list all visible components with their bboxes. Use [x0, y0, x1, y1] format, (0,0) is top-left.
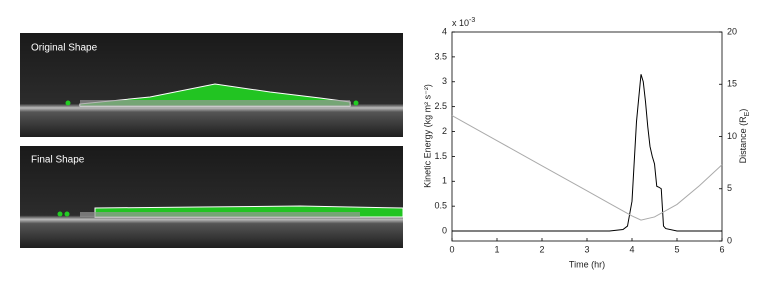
data-line [452, 74, 722, 232]
y-tick-label: 4 [442, 26, 447, 36]
y2-tick-label: 0 [727, 235, 732, 245]
multiplier-base: x 10 [452, 18, 469, 28]
y-tick-label: 3.5 [434, 51, 447, 61]
x-tick-label: 5 [674, 244, 679, 254]
y-axis-label: Kinetic Energy (kg m² s⁻²) [422, 84, 432, 188]
x-tick-label: 1 [494, 244, 499, 254]
y2-label-part: Distance (R [738, 116, 748, 164]
y2-tick-label: 20 [727, 26, 737, 36]
y2-label-part: ) [738, 109, 748, 112]
x-tick-label: 0 [449, 244, 454, 254]
y2-label-sub: E [744, 111, 751, 116]
y2-axis-label: Distance (RE) [738, 109, 750, 164]
panel-label: Original Shape [31, 43, 98, 54]
panel-final: Final Shape [20, 146, 404, 248]
x-tick-label: 3 [584, 244, 589, 254]
y-tick-label: 0.5 [434, 201, 447, 211]
x-tick-label: 6 [719, 244, 724, 254]
x-axis-label: Time (hr) [569, 259, 605, 269]
multiplier: x 10-3 [452, 17, 475, 29]
y2-tick-label: 10 [727, 131, 737, 141]
x-tick-label: 2 [539, 244, 544, 254]
y-tick-label: 0 [442, 225, 447, 235]
panel-label: Final Shape [31, 155, 85, 166]
plot-frame [451, 31, 723, 242]
y-tick-label: 1.5 [434, 151, 447, 161]
y2-tick-label: 5 [727, 183, 732, 193]
panel-original: Original Shape [20, 33, 403, 137]
y2-tick-label: 15 [727, 79, 737, 89]
y-tick-label: 1 [442, 176, 447, 186]
x-tick-label: 4 [629, 244, 634, 254]
multiplier-exp: -3 [469, 17, 475, 24]
data-line [451, 115, 723, 221]
y-tick-label: 3 [442, 76, 447, 86]
y-tick-label: 2.5 [434, 101, 447, 111]
y-tick-label: 2 [442, 126, 447, 136]
